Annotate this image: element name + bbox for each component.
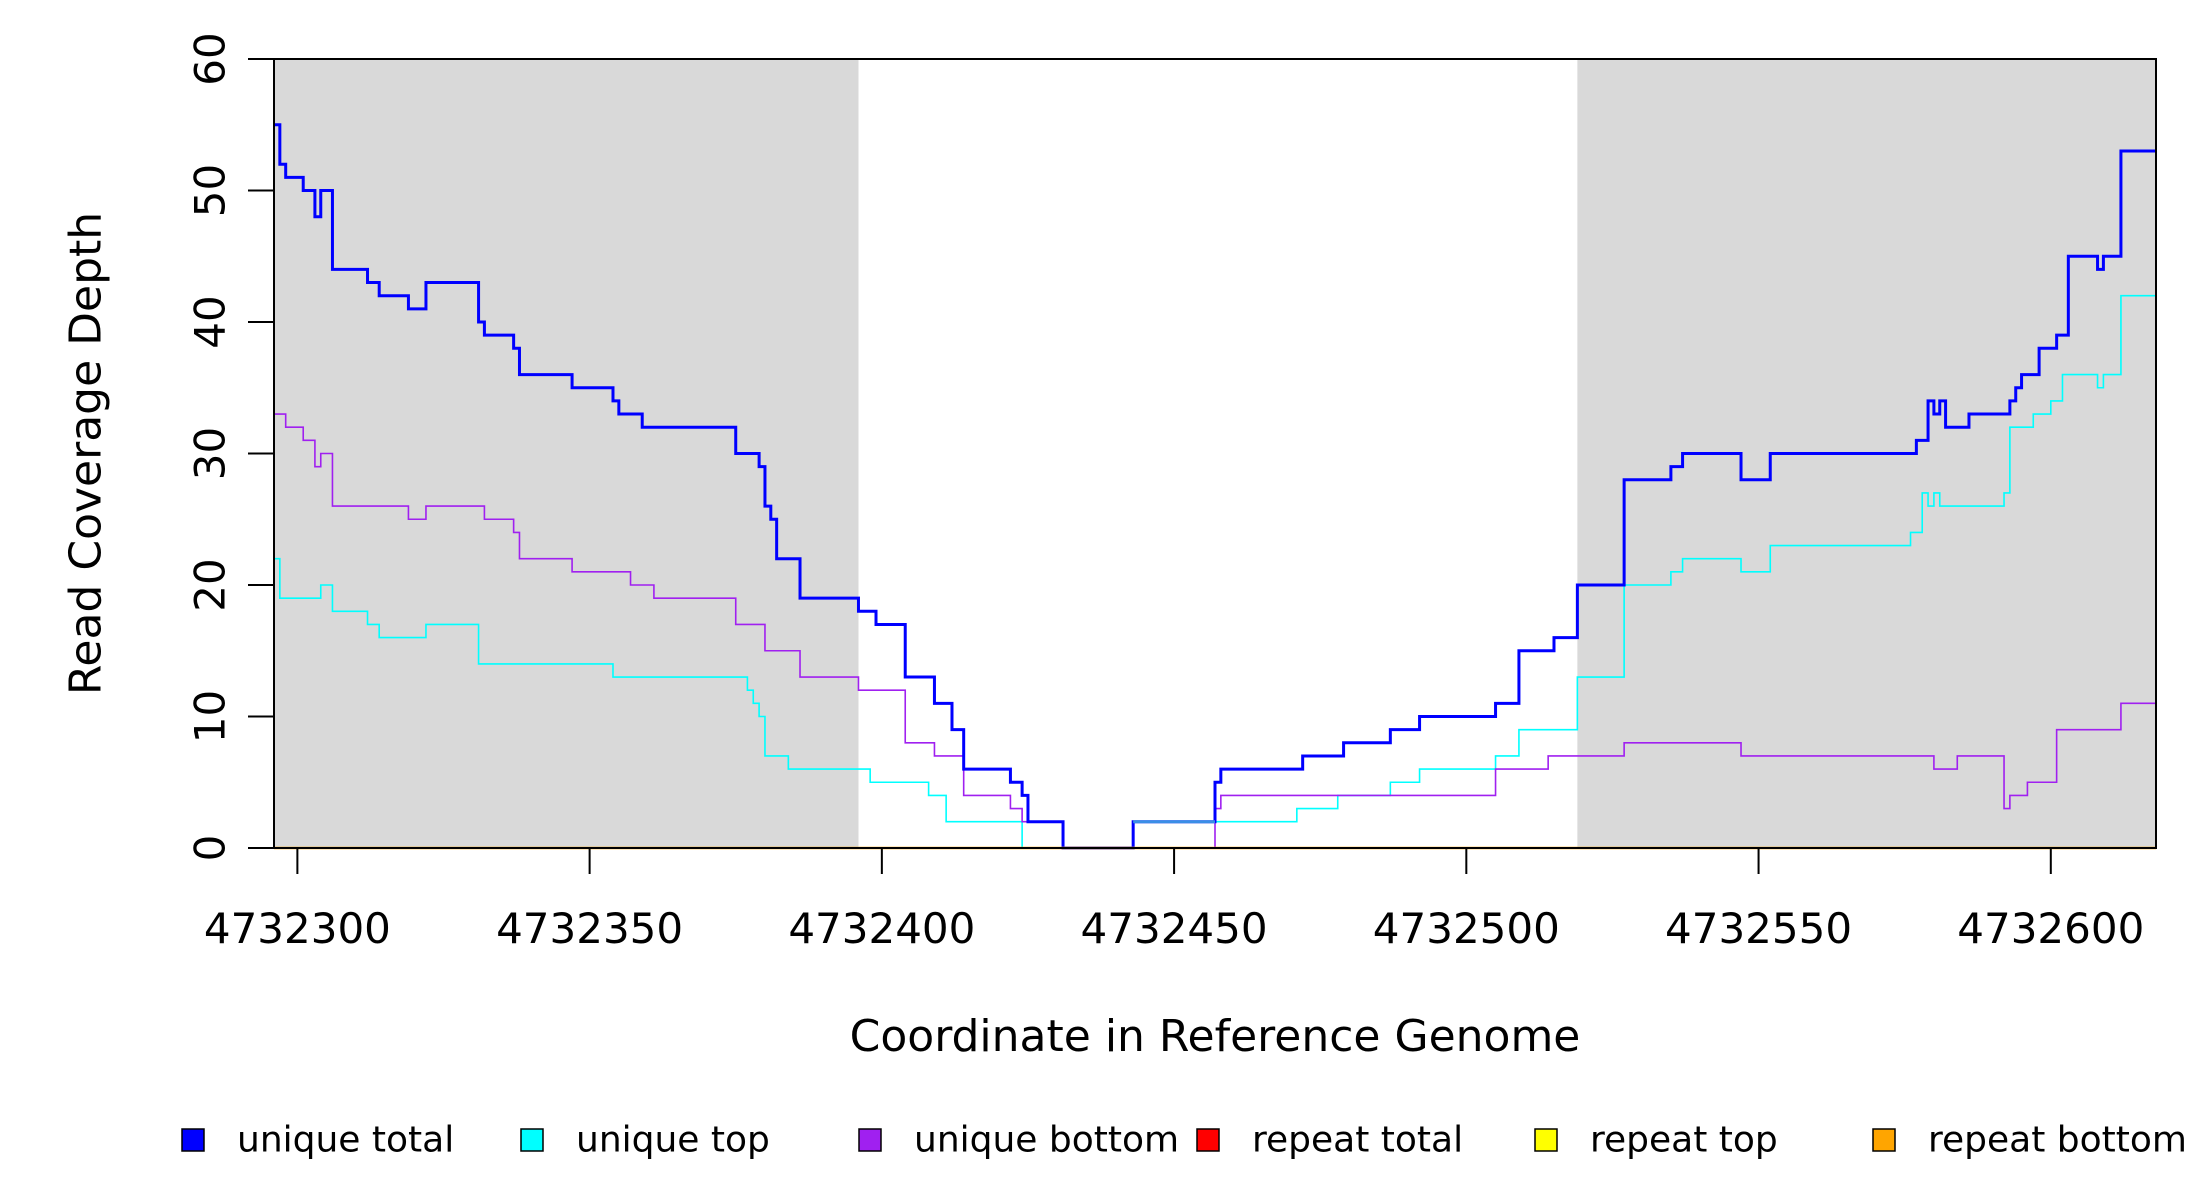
y-tick-label: 60 bbox=[186, 32, 235, 85]
y-axis-title: Read Coverage Depth bbox=[61, 212, 112, 695]
legend: unique total unique top unique bottom repea… bbox=[181, 1120, 2187, 1161]
axes: 0 10 20 30 40 50 60 4732300 4732350 4732400 473245… bbox=[186, 32, 2145, 953]
legend-label-unique-bottom: unique bottom bbox=[914, 1120, 1179, 1161]
x-tick-label: 4732500 bbox=[1373, 904, 1560, 953]
series-line-unique-total bbox=[274, 123, 2156, 850]
y-tick-label: 50 bbox=[186, 164, 235, 217]
shaded-region-1 bbox=[274, 59, 859, 848]
y-tick-label: 20 bbox=[186, 558, 235, 611]
y-tick-label: 10 bbox=[186, 690, 235, 743]
x-tick-label: 4732550 bbox=[1665, 904, 1852, 953]
legend-label-repeat-top: repeat top bbox=[1590, 1120, 1778, 1161]
y-tick-label: 30 bbox=[186, 427, 235, 480]
legend-swatch-repeat-total bbox=[1196, 1128, 1220, 1152]
series-line-unique-bottom bbox=[274, 413, 2156, 849]
legend-label-repeat-total: repeat total bbox=[1252, 1120, 1463, 1161]
legend-swatch-unique-top bbox=[520, 1128, 544, 1152]
legend-label-unique-top: unique top bbox=[576, 1120, 770, 1161]
y-tick-label: 40 bbox=[186, 295, 235, 348]
x-axis-title: Coordinate in Reference Genome bbox=[850, 1011, 1581, 1062]
x-tick-label: 4732300 bbox=[204, 904, 391, 953]
legend-label-repeat-bottom: repeat bottom bbox=[1928, 1120, 2187, 1161]
legend-swatch-unique-bottom bbox=[858, 1128, 882, 1152]
legend-swatch-unique-total bbox=[181, 1128, 205, 1152]
legend-swatch-repeat-top bbox=[1534, 1128, 1558, 1152]
x-tick-label: 4732400 bbox=[788, 904, 975, 953]
x-tick-label: 4732600 bbox=[1957, 904, 2144, 953]
x-tick-label: 4732450 bbox=[1081, 904, 1268, 953]
x-tick-label: 4732350 bbox=[496, 904, 683, 953]
y-tick-label: 0 bbox=[186, 835, 235, 862]
series-line-unique-top bbox=[274, 294, 2156, 849]
legend-label-unique-total: unique total bbox=[237, 1120, 454, 1161]
legend-swatch-repeat-bottom bbox=[1872, 1128, 1896, 1152]
